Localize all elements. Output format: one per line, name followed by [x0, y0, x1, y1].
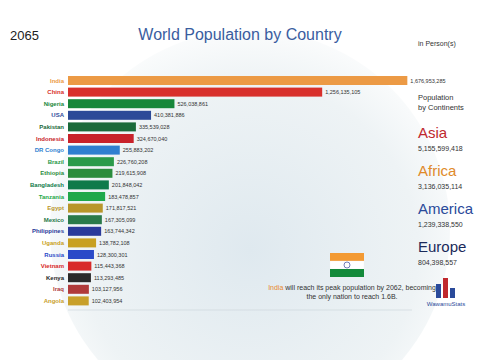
bar — [68, 157, 114, 166]
category-label: Ethiopia — [40, 170, 64, 176]
value-label: 167,305,099 — [105, 217, 136, 223]
category-label: DR Congo — [35, 147, 65, 153]
value-label: 219,615,908 — [115, 170, 146, 176]
globe — [50, 30, 450, 360]
annotation-text: will reach its peak population by 2062, … — [283, 284, 436, 292]
bar — [68, 99, 174, 108]
category-label: China — [47, 89, 64, 95]
logo-icon — [450, 288, 455, 298]
annotation: India will reach its peak population by … — [268, 284, 436, 292]
unit-label: in Person(s) — [418, 40, 456, 48]
value-label: 526,038,861 — [177, 101, 208, 107]
continent-value: 804,398,557 — [418, 259, 457, 266]
value-label: 1,256,135,105 — [325, 89, 360, 95]
category-label: Nigeria — [44, 101, 65, 107]
logo-icon — [443, 278, 448, 298]
value-label: 102,403,954 — [92, 298, 123, 304]
year: 2065 — [10, 28, 39, 43]
bar — [68, 111, 151, 120]
bar — [68, 262, 91, 271]
bar — [68, 273, 91, 282]
bar — [68, 215, 102, 224]
continent-name: Asia — [418, 124, 448, 141]
continents-title: by Continents — [418, 103, 464, 112]
category-label: Iraq — [53, 286, 64, 292]
value-label: 171,817,521 — [106, 205, 137, 211]
value-label: 335,539,028 — [139, 124, 170, 130]
flag-stripe — [330, 269, 364, 277]
category-label: Egypt — [47, 205, 64, 211]
logo-icon — [436, 284, 441, 298]
category-label: Tanzania — [39, 194, 65, 200]
annotation-lead: India — [268, 284, 283, 291]
category-label: Kenya — [46, 275, 65, 281]
flag-stripe — [330, 253, 364, 261]
continent-name: Europe — [418, 238, 466, 255]
flag-wheel — [344, 262, 350, 268]
category-label: India — [50, 78, 65, 84]
bar — [68, 204, 103, 213]
continent-value: 3,136,035,114 — [418, 183, 462, 190]
continent-name: Africa — [418, 162, 457, 179]
value-label: 115,443,368 — [94, 263, 124, 269]
x-axis-line — [68, 310, 412, 311]
bar — [68, 169, 112, 178]
bar — [68, 76, 407, 85]
bar — [68, 238, 96, 247]
value-label: 128,300,301 — [97, 252, 128, 258]
value-label: 201,848,042 — [112, 182, 143, 188]
value-label: 113,293,485 — [94, 275, 124, 281]
continent-name: America — [418, 200, 474, 217]
category-label: Mexico — [44, 217, 65, 223]
value-label: 410,381,886 — [154, 112, 185, 118]
value-label: 183,478,857 — [108, 194, 139, 200]
value-label: 324,670,040 — [137, 136, 168, 142]
bar — [68, 146, 120, 155]
bar — [68, 122, 136, 131]
continent-value: 5,155,599,418 — [418, 145, 463, 152]
value-label: 163,744,342 — [104, 228, 135, 234]
category-label: Russia — [44, 252, 64, 258]
value-label: 255,883,202 — [123, 147, 154, 153]
value-label: 226,760,208 — [117, 159, 148, 165]
value-label: 138,782,108 — [99, 240, 130, 246]
bar — [68, 250, 94, 259]
bar — [68, 285, 89, 294]
continent-value: 1,239,338,550 — [418, 221, 463, 228]
bar — [68, 227, 101, 236]
category-label: Pakistan — [39, 124, 64, 130]
annotation-text: the only nation to reach 1.6B. — [306, 293, 397, 301]
category-label: Angola — [44, 298, 65, 304]
bar — [68, 180, 109, 189]
bar — [68, 88, 322, 97]
category-label: Bangladesh — [30, 182, 64, 188]
category-label: Indonesia — [36, 136, 65, 142]
bar — [68, 192, 105, 201]
value-label: 103,127,956 — [92, 286, 123, 292]
bar — [68, 134, 134, 143]
category-label: Brazil — [48, 159, 65, 165]
continents-title: Population — [418, 93, 453, 102]
bars — [68, 76, 407, 305]
chart: 2065 World Population by Country in Person… — [0, 0, 480, 360]
category-label: Philippines — [32, 228, 65, 234]
category-label: USA — [51, 112, 64, 118]
bar — [68, 296, 89, 305]
flag-stripe — [330, 261, 364, 269]
value-label: 1,676,953,285 — [410, 78, 445, 84]
category-label: Vietnam — [41, 263, 64, 269]
logo: WawamuStats — [427, 301, 465, 307]
category-label: Uganda — [42, 240, 65, 246]
title: World Population by Country — [138, 26, 341, 43]
